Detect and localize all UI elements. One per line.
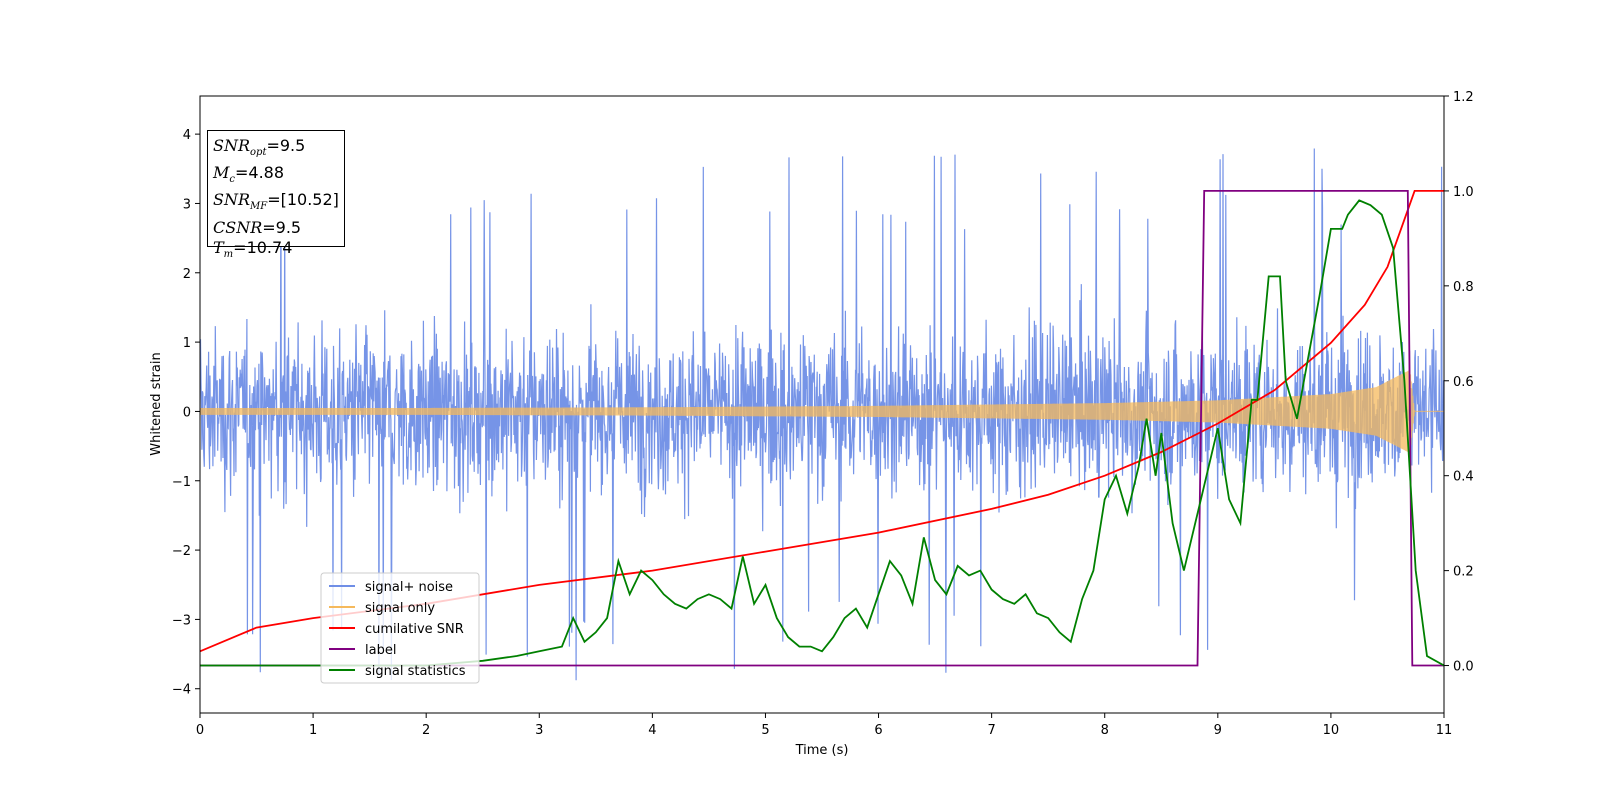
x-tick-label: 11 <box>1436 723 1453 738</box>
y-tick-label-right: 0.6 <box>1453 375 1474 390</box>
y-tick-label-right: 0.0 <box>1453 660 1474 675</box>
legend: signal+ noise signal only cumilative SNR la… <box>320 572 480 684</box>
x-tick-label: 5 <box>761 723 769 738</box>
series-signal-statistics <box>200 199 1444 667</box>
y-tick-label-left: −4 <box>172 683 191 698</box>
plot-frame <box>199 95 1445 714</box>
info-snr-mf: SNRMF=[10.52] <box>213 190 339 213</box>
info-mc: Mc=4.88 <box>213 163 285 186</box>
x-tick-label: 9 <box>1214 723 1222 738</box>
y-tick-label-left: −3 <box>172 613 191 628</box>
y-tick-label-right: 0.2 <box>1453 565 1474 580</box>
x-tick-label: 7 <box>987 723 995 738</box>
y-tick-label-left: −2 <box>172 544 191 559</box>
y-tick-label-left: 1 <box>183 336 191 351</box>
info-csnr: CSNR=9.5 <box>213 217 302 237</box>
x-axis-label: Time (s) <box>795 743 849 758</box>
x-tick-label: 8 <box>1101 723 1109 738</box>
y-tick-label-right: 1.0 <box>1453 185 1474 200</box>
legend-label: signal statistics <box>365 664 466 679</box>
series-signal-noise <box>200 143 1444 681</box>
y-tick-label-left: 2 <box>183 267 191 282</box>
x-tick-label: 3 <box>535 723 543 738</box>
legend-label: signal+ noise <box>365 580 453 595</box>
x-tick-label: 2 <box>422 723 430 738</box>
x-tick-label: 0 <box>196 723 204 738</box>
y-tick-label-left: 3 <box>183 197 191 212</box>
info-box: SNRopt=9.5 Mc=4.88 SNRMF=[10.52] CSNR=9.… <box>207 130 345 260</box>
y-tick-label-right: 0.4 <box>1453 470 1474 485</box>
y-tick-label-right: 1.2 <box>1453 90 1474 105</box>
y-axis-label: Whitened strain <box>149 352 164 455</box>
legend-label: signal only <box>365 601 435 616</box>
x-tick-label: 1 <box>309 723 317 738</box>
legend-label: cumilative SNR <box>365 622 464 637</box>
legend-frame <box>320 572 480 684</box>
y-tick-label-left: 4 <box>183 128 191 143</box>
x-tick-label: 4 <box>648 723 656 738</box>
x-tick-label: 6 <box>874 723 882 738</box>
series-label <box>200 189 1444 667</box>
y-tick-label-left: −1 <box>172 475 191 490</box>
info-snr-opt: SNRopt=9.5 <box>213 136 306 159</box>
y-tick-label-left: 0 <box>183 405 191 420</box>
y-tick-label-right: 0.8 <box>1453 280 1474 295</box>
info-tm: Tm=10.74 <box>213 237 293 260</box>
legend-label: label <box>365 643 396 658</box>
x-tick-label: 10 <box>1323 723 1340 738</box>
series-signal-only <box>200 369 1444 453</box>
